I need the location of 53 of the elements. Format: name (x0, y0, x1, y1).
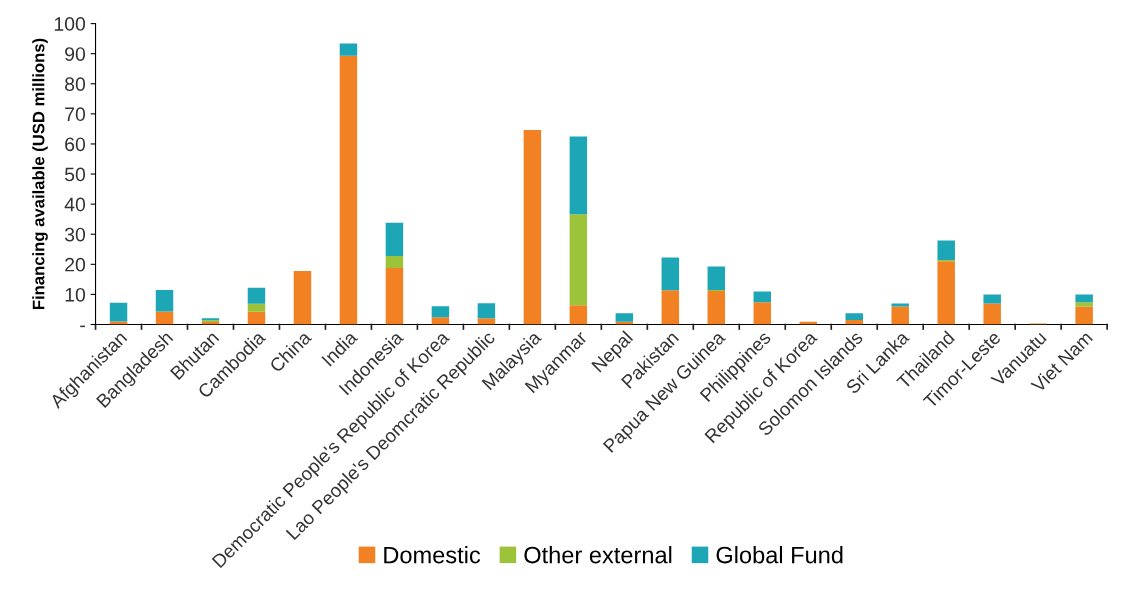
bar (569, 214, 588, 306)
bar (753, 302, 772, 325)
bar (983, 303, 1001, 325)
bar (247, 287, 266, 304)
y-tick-label: 50 (64, 167, 86, 182)
y-tick-label: 100 (54, 17, 86, 31)
bar (937, 261, 955, 325)
y-tick-label: 10 (65, 287, 86, 302)
bar (109, 302, 128, 322)
y-tick-label: 20 (65, 257, 86, 272)
bar (661, 257, 680, 291)
bar (477, 318, 496, 325)
bar (385, 267, 404, 325)
bar (247, 303, 266, 312)
y-tick-label: 40 (64, 197, 86, 212)
y-axis-title: Financing available (USD millions) (32, 38, 48, 310)
bar (707, 266, 726, 290)
bar (1075, 294, 1093, 303)
bar (569, 136, 588, 215)
bar (523, 130, 542, 325)
bar (937, 240, 955, 261)
bar (661, 290, 680, 325)
y-tick-label: 30 (64, 227, 86, 242)
bar (431, 317, 450, 325)
bar (753, 291, 772, 303)
bar (1075, 302, 1093, 307)
bar (385, 222, 404, 256)
bar (891, 303, 909, 307)
y-tick-label: 70 (65, 107, 86, 122)
legend-label: Other external (524, 546, 672, 564)
bar (293, 270, 312, 325)
bar (891, 306, 909, 325)
bar (707, 291, 726, 325)
y-tick-label: 80 (65, 77, 86, 92)
bar (339, 55, 358, 325)
y-tick-label: 90 (65, 47, 86, 61)
legend-label: Global Fund (716, 546, 843, 564)
bar (247, 311, 266, 325)
bar (569, 305, 588, 325)
bar (155, 289, 174, 312)
bar (615, 313, 634, 322)
y-tick-label: - (80, 325, 85, 328)
bar (431, 306, 450, 318)
bar (845, 313, 863, 320)
bar (385, 255, 404, 268)
bar (477, 303, 496, 319)
bar (109, 321, 128, 325)
bar (983, 294, 1001, 304)
bar (339, 43, 358, 56)
y-tick-label: 60 (65, 137, 86, 152)
legend-label: Domestic (384, 546, 481, 564)
bar (155, 311, 174, 325)
bar (1075, 306, 1093, 325)
